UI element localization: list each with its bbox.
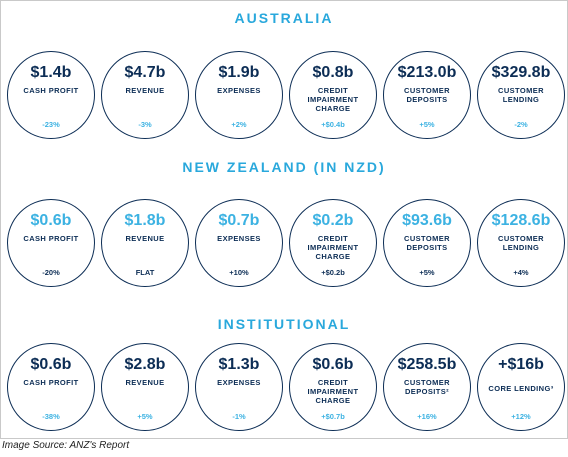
metric-label: CREDIT IMPAIRMENT CHARGE — [307, 378, 359, 405]
metric-value: $258.5b — [397, 356, 457, 373]
metric-label: EXPENSES — [217, 234, 261, 243]
metric-label: CREDIT IMPAIRMENT CHARGE — [307, 234, 359, 261]
metric-circle: $1.9b EXPENSES +2% — [195, 51, 283, 139]
metric-change: -3% — [138, 120, 152, 129]
metric-change: FLAT — [135, 268, 155, 277]
metric-change: -23% — [42, 120, 60, 129]
metric-change: -38% — [42, 412, 60, 421]
metric-circle: $258.5b CUSTOMER DEPOSITS² +16% — [383, 343, 471, 431]
section-title-institutional: INSTITUTIONAL — [217, 316, 351, 332]
metric-circle: $93.6b CUSTOMER DEPOSITS +5% — [383, 199, 471, 287]
metric-value: $0.2b — [312, 212, 354, 229]
row-australia: $1.4b CASH PROFIT -23% $4.7b REVENUE -3%… — [1, 51, 567, 147]
metric-change: +2% — [231, 120, 247, 129]
metric-value: $93.6b — [402, 212, 452, 229]
metric-value: +$16b — [498, 356, 544, 373]
metric-change: +5% — [419, 268, 435, 277]
metric-label: CUSTOMER DEPOSITS² — [404, 378, 450, 396]
metric-value: $0.6b — [312, 356, 354, 373]
section-title-new-zealand: NEW ZEALAND (IN NZD) — [182, 159, 386, 175]
metric-label: REVENUE — [125, 378, 165, 387]
metric-change: -20% — [42, 268, 60, 277]
metric-change: +$0.2b — [321, 268, 345, 277]
metric-circle: $1.8b REVENUE FLAT — [101, 199, 189, 287]
metric-label: CORE LENDING³ — [488, 384, 554, 393]
metric-value: $213.0b — [397, 64, 457, 81]
metric-label: CREDIT IMPAIRMENT CHARGE — [307, 86, 359, 113]
metric-circle: $1.3b EXPENSES -1% — [195, 343, 283, 431]
row-new-zealand: $0.6b CASH PROFIT -20% $1.8b REVENUE FLA… — [1, 199, 567, 295]
metric-label: CASH PROFIT — [23, 86, 79, 95]
metric-value: $1.9b — [218, 64, 260, 81]
metric-circle: $329.8b CUSTOMER LENDING -2% — [477, 51, 565, 139]
metric-change: +12% — [511, 412, 531, 421]
metric-circle: $4.7b REVENUE -3% — [101, 51, 189, 139]
metric-change: +10% — [229, 268, 249, 277]
metric-value: $0.6b — [30, 356, 72, 373]
metric-circle: $0.6b CASH PROFIT -20% — [7, 199, 95, 287]
image-source-caption: Image Source: ANZ's Report — [2, 440, 130, 451]
metric-value: $4.7b — [124, 64, 166, 81]
metric-change: -2% — [514, 120, 528, 129]
metric-label: REVENUE — [125, 234, 165, 243]
metric-circle: $0.6b CASH PROFIT -38% — [7, 343, 95, 431]
metric-circle: $0.8b CREDIT IMPAIRMENT CHARGE +$0.4b — [289, 51, 377, 139]
metric-label: CASH PROFIT — [23, 378, 79, 387]
section-title-australia: AUSTRALIA — [234, 10, 334, 26]
metric-value: $128.6b — [491, 212, 551, 229]
metric-label: CASH PROFIT — [23, 234, 79, 243]
metric-change: +16% — [417, 412, 437, 421]
metric-circle: +$16b CORE LENDING³ +12% — [477, 343, 565, 431]
metric-circle: $0.7b EXPENSES +10% — [195, 199, 283, 287]
metric-label: REVENUE — [125, 86, 165, 95]
metric-value: $0.8b — [312, 64, 354, 81]
metric-value: $0.6b — [30, 212, 72, 229]
row-institutional: $0.6b CASH PROFIT -38% $2.8b REVENUE +5%… — [1, 343, 567, 439]
metric-value: $0.7b — [218, 212, 260, 229]
metric-circle: $2.8b REVENUE +5% — [101, 343, 189, 431]
metric-value: $329.8b — [491, 64, 551, 81]
metric-circle: $213.0b CUSTOMER DEPOSITS +5% — [383, 51, 471, 139]
metric-value: $1.4b — [30, 64, 72, 81]
metric-circle: $0.6b CREDIT IMPAIRMENT CHARGE +$0.7b — [289, 343, 377, 431]
metric-label: CUSTOMER LENDING — [498, 86, 544, 104]
metric-change: +$0.4b — [321, 120, 345, 129]
metric-change: +5% — [137, 412, 153, 421]
metric-change: +5% — [419, 120, 435, 129]
infographic-panel: AUSTRALIA $1.4b CASH PROFIT -23% $4.7b R… — [0, 0, 568, 439]
metric-value: $1.8b — [124, 212, 166, 229]
metric-label: CUSTOMER DEPOSITS — [404, 86, 450, 104]
metric-label: CUSTOMER LENDING — [498, 234, 544, 252]
metric-change: +$0.7b — [321, 412, 345, 421]
metric-circle: $0.2b CREDIT IMPAIRMENT CHARGE +$0.2b — [289, 199, 377, 287]
metric-value: $2.8b — [124, 356, 166, 373]
metric-label: EXPENSES — [217, 378, 261, 387]
metric-label: CUSTOMER DEPOSITS — [404, 234, 450, 252]
metric-circle: $1.4b CASH PROFIT -23% — [7, 51, 95, 139]
metric-change: -1% — [232, 412, 246, 421]
metric-circle: $128.6b CUSTOMER LENDING +4% — [477, 199, 565, 287]
metric-label: EXPENSES — [217, 86, 261, 95]
metric-change: +4% — [513, 268, 529, 277]
metric-value: $1.3b — [218, 356, 260, 373]
